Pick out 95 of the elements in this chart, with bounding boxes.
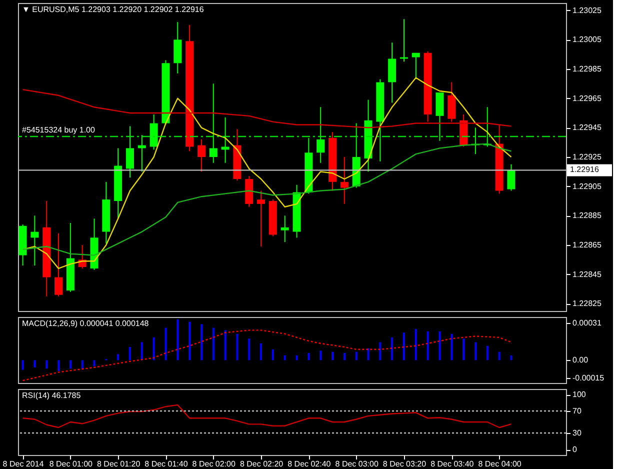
bar	[308, 353, 310, 360]
bar	[176, 319, 179, 360]
bar	[69, 360, 72, 369]
bar	[152, 337, 155, 360]
y-tick-label: 100	[572, 390, 586, 399]
y-tick-label: 1.22985	[572, 64, 602, 74]
candlestick	[448, 82, 456, 122]
bar	[486, 346, 488, 360]
candlestick	[30, 215, 39, 266]
bar	[320, 350, 322, 360]
bar	[296, 355, 298, 360]
bar	[367, 348, 370, 360]
candlestick	[126, 126, 134, 178]
bar	[355, 352, 358, 360]
bar	[188, 322, 191, 360]
x-tick-label: 8 Dec 03:00	[335, 460, 379, 468]
bar	[248, 338, 250, 360]
candlestick	[150, 114, 158, 150]
y-tick-label: 1.23005	[572, 35, 602, 44]
chart-title: ▼ EURUSD,M5 1.22903 1.22920 1.22902 1.22916	[22, 5, 204, 14]
x-tick-label: 8 Dec 03:20	[382, 460, 427, 468]
bar	[58, 360, 60, 371]
bar	[212, 328, 214, 360]
bar	[284, 355, 286, 360]
x-tick-label: 8 Dec 01:20	[97, 460, 141, 468]
y-tick-label: 0.00031	[572, 318, 602, 328]
y-tick-label: 1.22905	[572, 182, 602, 191]
bar	[450, 334, 453, 360]
bar	[510, 355, 512, 360]
candlestick	[507, 164, 516, 192]
bar	[474, 342, 476, 360]
bar	[462, 338, 465, 360]
bar	[438, 331, 441, 360]
bar	[34, 360, 36, 368]
bar	[260, 343, 262, 360]
x-tick-label: 8 Dec 03:40	[430, 460, 474, 468]
candlestick	[209, 83, 218, 164]
candlestick	[174, 22, 182, 74]
bar	[164, 328, 167, 360]
x-tick-label: 8 Dec 01:40	[144, 460, 188, 468]
x-tick-label: 8 Dec 2014	[2, 460, 44, 468]
x-tick-label: 8 Dec 02:00	[192, 460, 236, 468]
x-tick-label: 8 Dec 04:00	[478, 460, 522, 468]
y-tick-label: 1.23025	[572, 6, 602, 15]
bar	[140, 342, 143, 360]
bar	[498, 352, 500, 360]
bar	[93, 360, 96, 366]
y-tick-label: 1.22845	[572, 270, 602, 279]
bar	[391, 337, 394, 360]
y-tick-label: 1.22885	[572, 211, 602, 220]
y-tick-label: 1.22925	[572, 152, 602, 162]
line-series	[22, 88, 512, 128]
line-series	[22, 404, 512, 428]
candlestick	[412, 52, 420, 78]
bar	[343, 353, 346, 360]
line-series	[22, 330, 512, 382]
y-tick-label: 1.22945	[572, 123, 602, 132]
bar	[426, 331, 429, 360]
y-tick-label: -0.00015	[572, 374, 605, 383]
y-tick-label: 0	[572, 445, 578, 454]
y-tick-label: 70	[572, 406, 582, 416]
bar	[272, 349, 274, 360]
y-tick-label: 30	[572, 428, 582, 438]
y-tick-label: 1.22965	[572, 94, 602, 103]
candlestick	[257, 190, 266, 247]
candlestick	[197, 138, 206, 172]
bar	[414, 329, 417, 360]
bar	[46, 360, 48, 369]
bar	[224, 330, 226, 360]
x-tick-label: 8 Dec 02:40	[288, 460, 332, 468]
y-tick-label: 1.22865	[572, 240, 602, 250]
bar	[379, 342, 382, 360]
y-tick-label: 0.00	[572, 356, 589, 365]
bar	[332, 352, 334, 360]
candlestick	[340, 156, 348, 204]
bar	[236, 334, 238, 360]
bar	[22, 360, 24, 370]
candlestick	[388, 42, 396, 104]
x-tick-label: 8 Dec 01:00	[49, 460, 94, 468]
ref-line-label: 1.22916	[570, 165, 600, 174]
candlestick	[436, 92, 444, 142]
y-tick-label: 1.22825	[572, 299, 602, 308]
candlestick	[280, 215, 289, 243]
bar	[81, 360, 84, 369]
bar	[128, 347, 131, 360]
candlestick	[221, 116, 230, 164]
bar	[402, 332, 405, 360]
bar	[117, 354, 120, 360]
chart-title: RSI(14) 46.1785	[22, 391, 82, 400]
bar	[200, 324, 202, 360]
candlestick	[54, 232, 63, 297]
ref-line-label: #54515324 buy 1.00	[22, 125, 96, 134]
candlestick	[316, 106, 325, 164]
x-tick-label: 8 Dec 02:20	[240, 460, 284, 468]
chart-title: MACD(12,26,9) 0.000041 0.000148	[22, 319, 150, 328]
